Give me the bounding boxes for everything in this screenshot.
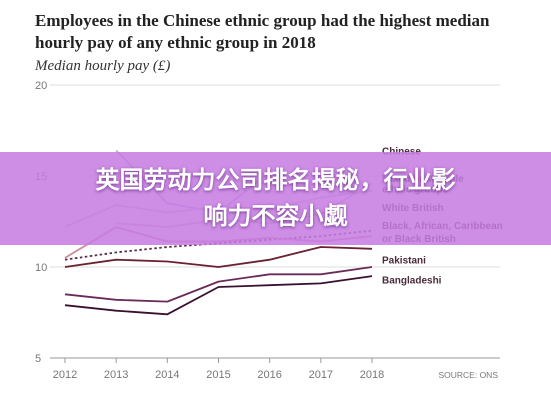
source-label: SOURCE: ONS <box>438 370 498 380</box>
series-line-pakistani <box>64 266 373 303</box>
x-tick-label: 2017 <box>309 369 333 381</box>
series-line-other <box>64 246 373 268</box>
x-tick-label: 2013 <box>104 369 128 381</box>
x-tick-label: 2014 <box>155 369 179 381</box>
banner-headline: 英国劳动力公司排名揭秘，行业影 响力不容小觑 <box>0 162 551 234</box>
chart-title: Employees in the Chinese ethnic group ha… <box>35 11 490 52</box>
legend-label: Bangladeshi <box>382 276 442 287</box>
legend-label: Pakistani <box>382 256 426 267</box>
x-tick-label: 2016 <box>257 369 281 381</box>
overlay-banner <box>0 152 551 245</box>
banner-line-2: 响力不容小觑 <box>203 202 348 230</box>
x-tick-label: 2018 <box>360 369 384 381</box>
x-tick-label: 2015 <box>206 369 230 381</box>
y-tick-label: 5 <box>35 353 41 365</box>
y-tick-label: 10 <box>35 262 47 274</box>
y-tick-label: 20 <box>35 80 47 92</box>
x-tick-label: 2012 <box>53 369 77 381</box>
series-line-bangladeshi <box>64 275 373 316</box>
banner-line-1: 英国劳动力公司排名揭秘，行业影 <box>95 166 456 194</box>
chart-subtitle: Median hourly pay (£) <box>35 58 171 74</box>
